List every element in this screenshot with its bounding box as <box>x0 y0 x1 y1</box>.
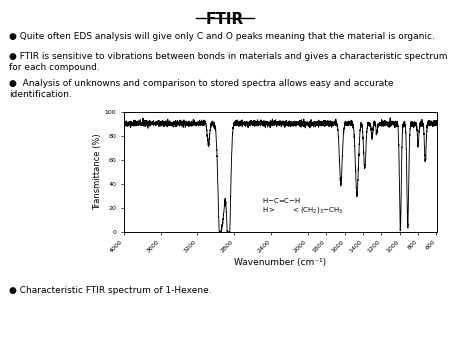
Text: ● Quite often EDS analysis will give only C and O peaks meaning that the materia: ● Quite often EDS analysis will give onl… <box>9 32 435 41</box>
Y-axis label: Transmittance (%): Transmittance (%) <box>93 133 102 210</box>
Text: ●  Analysis of unknowns and comparison to stored spectra allows easy and accurat: ● Analysis of unknowns and comparison to… <box>9 79 393 99</box>
Text: ● FTIR is sensitive to vibrations between bonds in materials and gives a charact: ● FTIR is sensitive to vibrations betwee… <box>9 52 447 72</box>
Text: ● Characteristic FTIR spectrum of 1-Hexene.: ● Characteristic FTIR spectrum of 1-Hexe… <box>9 286 211 295</box>
Text: H$-$C=C$-$H: H$-$C=C$-$H <box>262 195 301 204</box>
X-axis label: Wavenumber (cm⁻¹): Wavenumber (cm⁻¹) <box>234 258 326 267</box>
Text: FTIR: FTIR <box>206 12 244 27</box>
Text: H$>$       $<$(CH$_2$)$_3$$-$CH$_3$: H$>$ $<$(CH$_2$)$_3$$-$CH$_3$ <box>262 205 343 215</box>
